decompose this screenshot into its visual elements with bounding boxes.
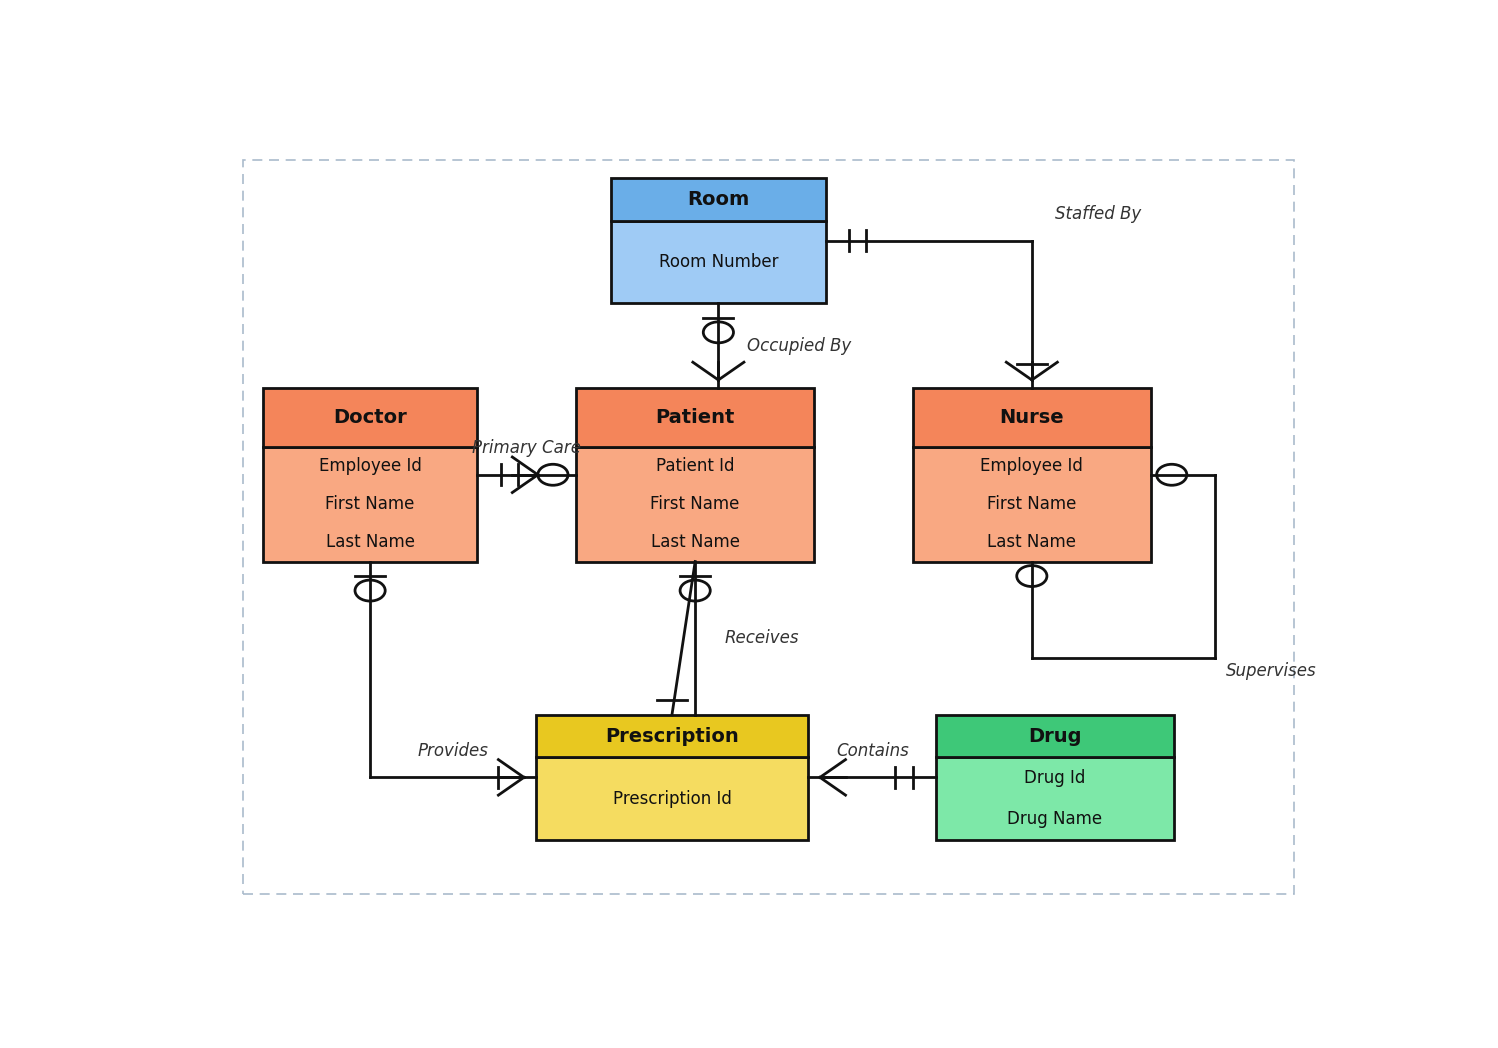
Text: Employee Id: Employee Id	[980, 457, 1083, 475]
Text: Room Number: Room Number	[659, 253, 777, 271]
Text: Last Name: Last Name	[650, 533, 740, 551]
Text: Drug Name: Drug Name	[1008, 810, 1103, 828]
Text: Contains: Contains	[836, 742, 909, 760]
Bar	[936, 758, 1174, 839]
Text: Last Name: Last Name	[325, 533, 415, 551]
Text: Supervises: Supervises	[1227, 662, 1317, 680]
Bar	[912, 388, 1150, 447]
Text: Drug Id: Drug Id	[1025, 769, 1086, 787]
Bar	[536, 715, 809, 758]
Text: First Name: First Name	[650, 496, 740, 514]
Text: First Name: First Name	[987, 496, 1077, 514]
Bar	[912, 447, 1150, 562]
Text: Occupied By: Occupied By	[748, 336, 852, 354]
Text: Staffed By: Staffed By	[1055, 205, 1141, 223]
Bar	[536, 758, 809, 839]
Text: Drug: Drug	[1028, 726, 1082, 745]
Text: Provides: Provides	[418, 742, 488, 760]
Text: Nurse: Nurse	[999, 408, 1064, 427]
Bar	[577, 447, 815, 562]
Text: Doctor: Doctor	[333, 408, 407, 427]
Text: Prescription Id: Prescription Id	[613, 789, 731, 808]
Text: Employee Id: Employee Id	[319, 457, 421, 475]
Bar	[936, 715, 1174, 758]
Text: Prescription: Prescription	[605, 726, 739, 745]
Text: Patient Id: Patient Id	[656, 457, 734, 475]
Text: Patient: Patient	[656, 408, 736, 427]
Bar	[262, 447, 478, 562]
Text: Receives: Receives	[724, 629, 798, 648]
Text: Last Name: Last Name	[987, 533, 1077, 551]
Bar	[577, 388, 815, 447]
Bar	[611, 221, 825, 303]
Text: First Name: First Name	[325, 496, 415, 514]
Text: Primary Care: Primary Care	[472, 439, 581, 457]
Bar	[262, 388, 478, 447]
Text: Room: Room	[688, 190, 749, 209]
Bar	[611, 178, 825, 221]
